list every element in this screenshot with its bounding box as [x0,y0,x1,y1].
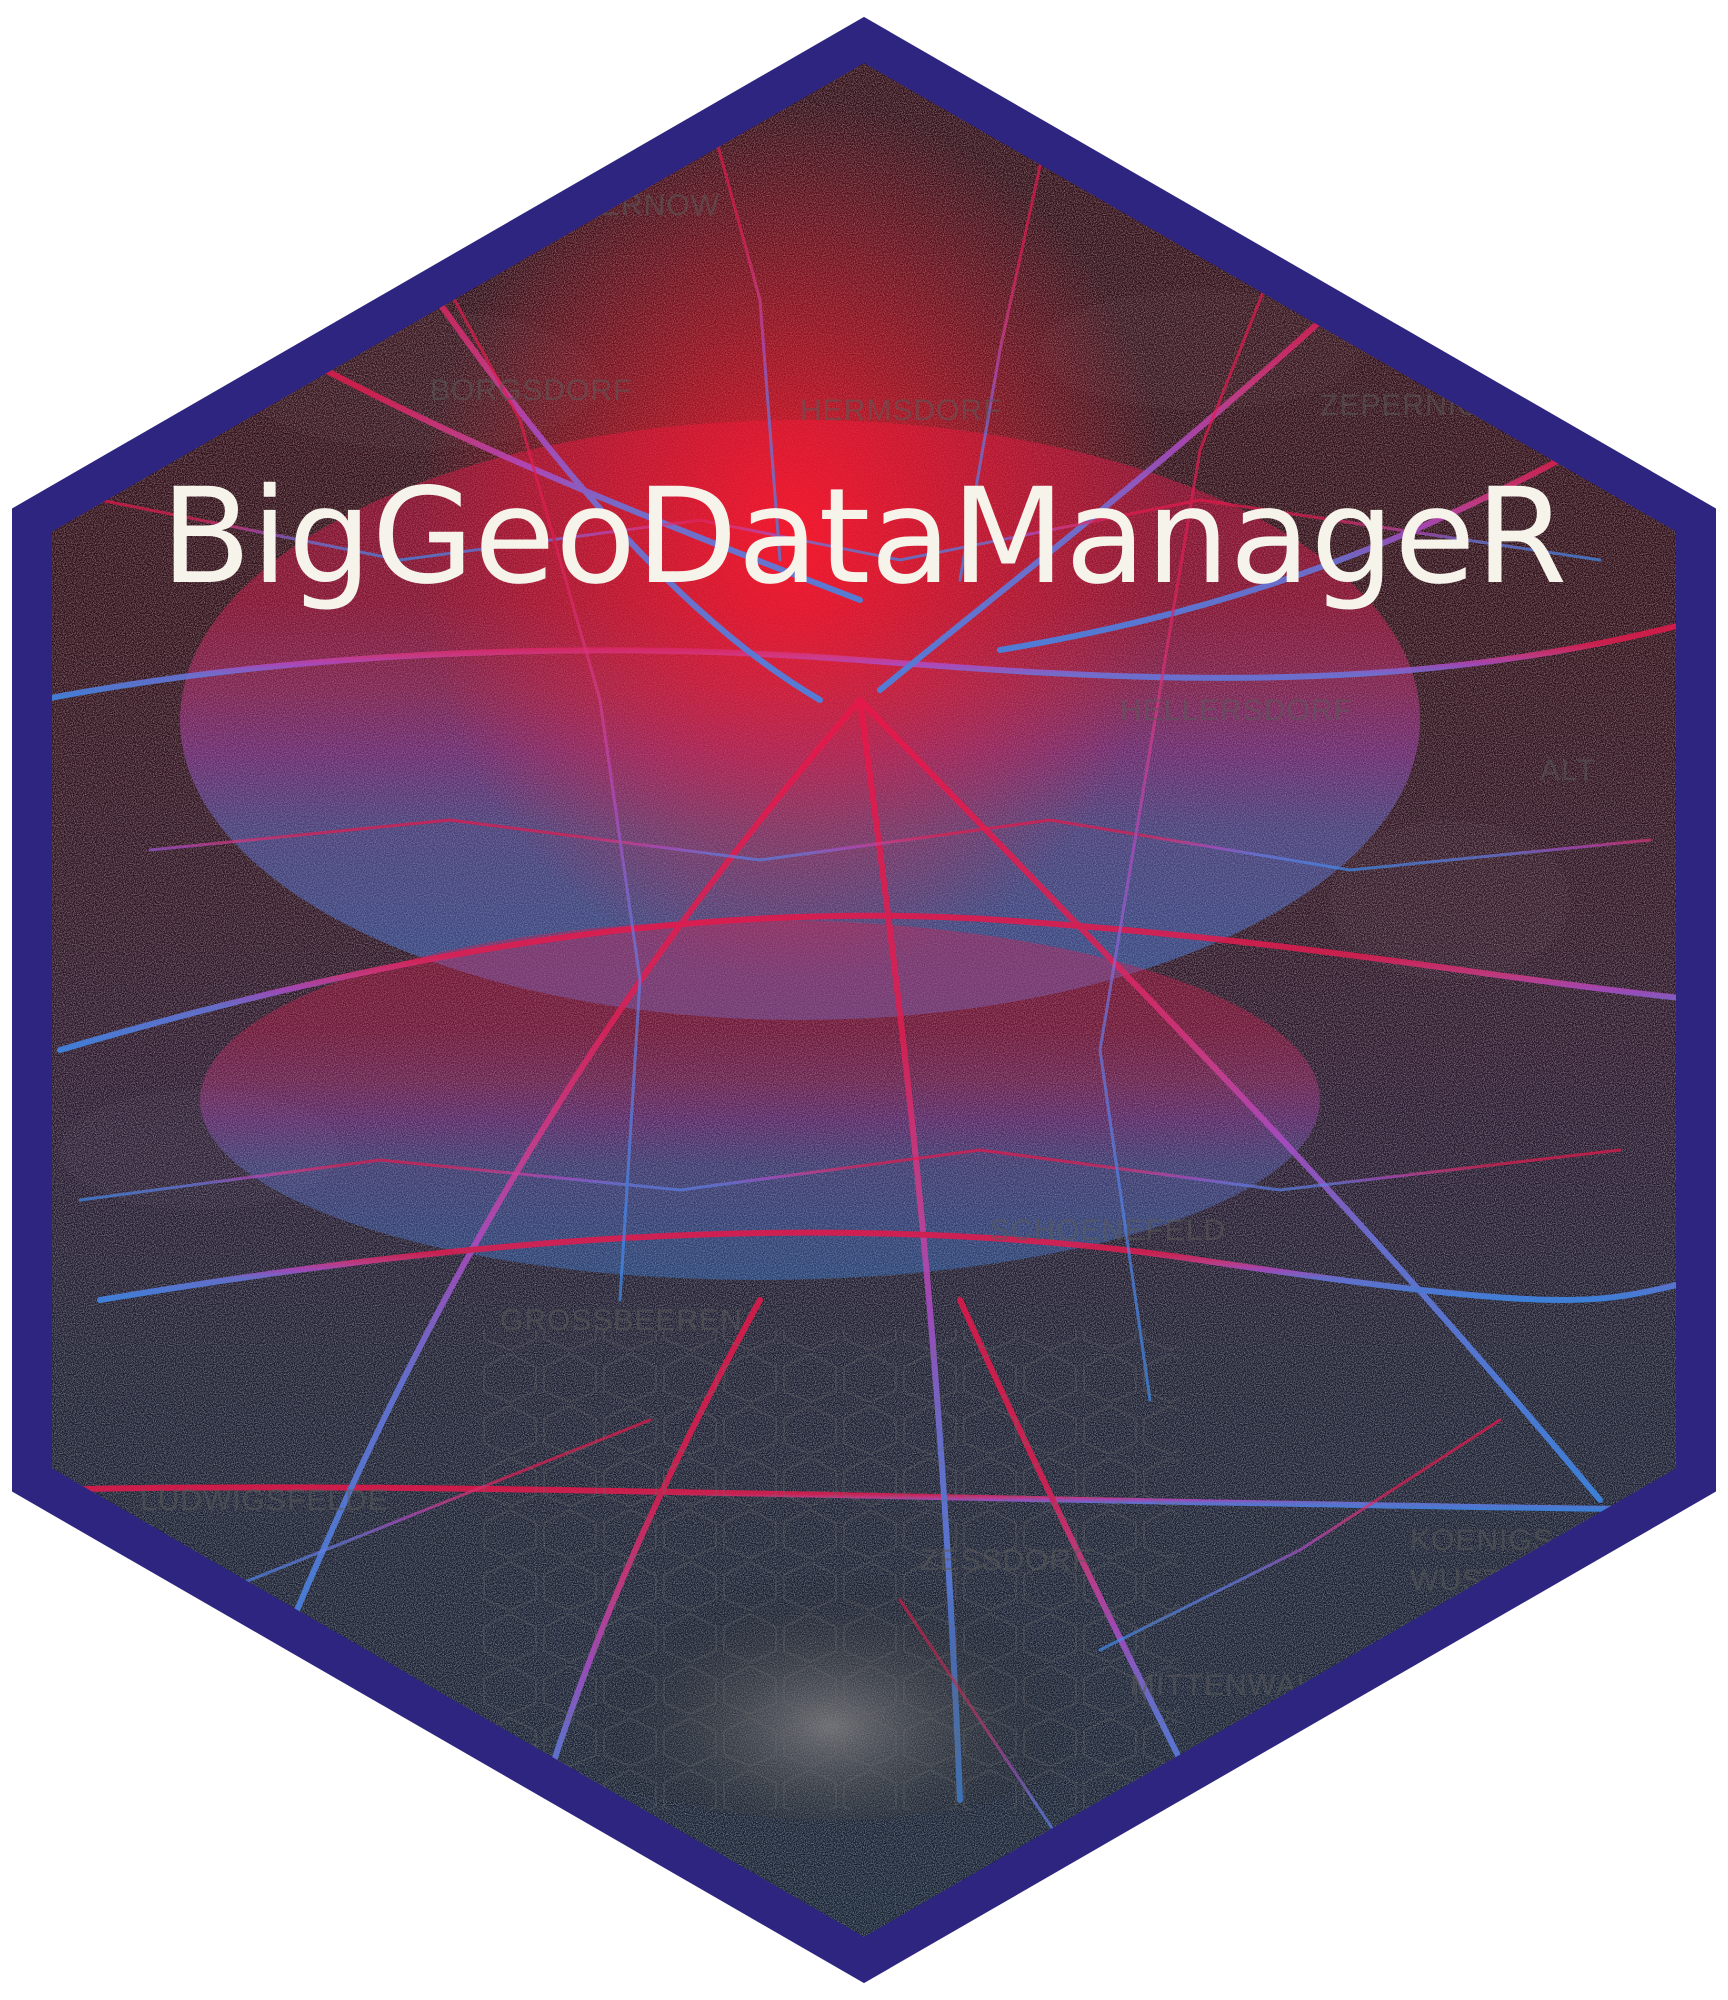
place-label: BORGSDORF [430,374,632,407]
place-label: LUDWIGSFELDE [140,1484,389,1517]
place-label: HERMSDORF [800,394,1002,427]
place-label: GROSSBEEREN [500,1304,743,1337]
place-label: HELLERSDORF [1120,694,1353,727]
hex-tile-overlay [410,1300,1250,1820]
logo-title: BigGeoDataManageR [161,460,1568,614]
place-label: KOENIGS [1410,1524,1554,1557]
place-label: ZESSDORF [920,1544,1091,1577]
place-label: SCHOENEFELD [990,1214,1226,1247]
hex-border [12,16,1716,1984]
place-label: ALT [1540,754,1596,787]
